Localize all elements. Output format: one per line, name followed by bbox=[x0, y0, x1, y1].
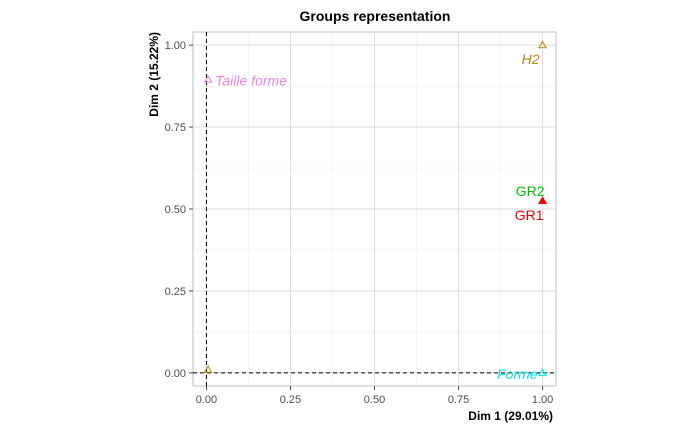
x-tick-label: 0.50 bbox=[364, 394, 385, 406]
y-axis-ticks: 0.00 0.25 0.50 0.75 1.00 bbox=[165, 40, 193, 380]
point-label-h2: H2 bbox=[522, 51, 540, 67]
y-tick-label: 0.50 bbox=[165, 204, 186, 216]
point-label-forme: Forme bbox=[497, 366, 538, 382]
reference-lines bbox=[193, 32, 556, 386]
y-axis-label: Dim 2 (15.22%) bbox=[147, 32, 161, 117]
point-label-gr2: GR2 bbox=[516, 183, 545, 199]
point-label-taille-forme: Taille forme bbox=[215, 73, 287, 89]
x-tick-label: 0.75 bbox=[448, 394, 469, 406]
chart-title: Groups representation bbox=[300, 8, 451, 24]
x-tick-label: 0.25 bbox=[280, 394, 301, 406]
point-marker-h2 bbox=[538, 40, 548, 49]
y-tick-label: 1.00 bbox=[165, 40, 186, 52]
x-axis-label: Dim 1 (29.01%) bbox=[468, 409, 553, 423]
y-tick-label: 0.00 bbox=[165, 368, 186, 380]
point-marker-gr1 bbox=[538, 196, 548, 205]
x-tick-label: 0.00 bbox=[196, 394, 217, 406]
y-tick-label: 0.75 bbox=[165, 122, 186, 134]
x-tick-label: 1.00 bbox=[532, 394, 553, 406]
point-marker-unlabeled bbox=[203, 365, 213, 373]
point-marker-forme bbox=[538, 368, 548, 377]
data-points: H2 Taille forme GR2 GR1 Forme bbox=[203, 40, 548, 382]
x-axis-ticks: 0.00 0.25 0.50 0.75 1.00 bbox=[196, 386, 553, 406]
y-tick-label: 0.25 bbox=[165, 286, 186, 298]
point-label-gr1: GR1 bbox=[515, 207, 544, 223]
point-marker-taille-forme bbox=[203, 74, 213, 83]
